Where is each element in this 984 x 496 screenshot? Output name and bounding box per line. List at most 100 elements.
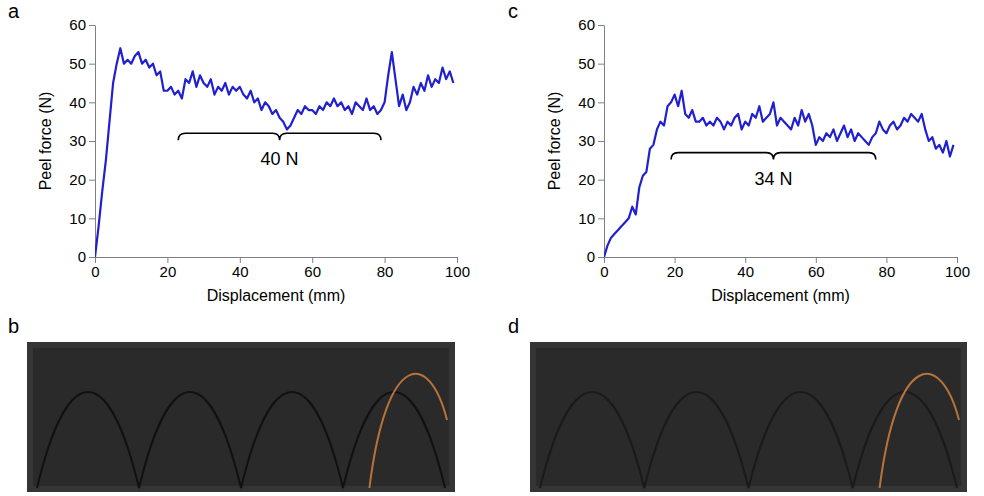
tick-label: 10 [578, 210, 595, 227]
tick: 100 [445, 257, 470, 280]
tick: 40 [69, 94, 95, 111]
tick-label: 60 [304, 263, 321, 280]
axis-line [95, 26, 96, 258]
plot-area [95, 48, 453, 257]
tick-mark [598, 180, 604, 181]
tick-label: 50 [578, 55, 595, 72]
tick-label: 30 [578, 132, 595, 149]
tick: 10 [578, 210, 604, 227]
photo-wire-copper [880, 374, 959, 488]
tick: 0 [600, 257, 608, 280]
tick-mark [89, 218, 95, 219]
tick-mark [89, 257, 95, 258]
axis-line [96, 257, 458, 258]
tick-label: 10 [69, 210, 86, 227]
tick-mark [598, 102, 604, 103]
tick-label: 80 [879, 263, 896, 280]
tick: 30 [69, 132, 95, 149]
tick-mark [89, 25, 95, 26]
panel-letter: a [8, 0, 20, 22]
x-axis-title: Displacement (mm) [711, 287, 850, 304]
tick-label: 80 [377, 263, 394, 280]
tick: 80 [879, 257, 896, 280]
tick-mark [598, 141, 604, 142]
panel-letter: d [508, 315, 519, 337]
tick-label: 60 [578, 16, 595, 33]
tick: 50 [69, 55, 95, 72]
data-line [604, 91, 953, 257]
panel-letter: b [8, 315, 19, 337]
tick: 0 [587, 248, 604, 265]
y-axis-title: Peel force (N) [546, 92, 563, 191]
y-axis: 0 10 20 30 40 50 60 [578, 16, 604, 265]
y-axis: 0 10 20 30 40 50 60 [69, 16, 95, 265]
tick: 20 [667, 257, 684, 280]
chart-panel: c 0 20 40 60 80 100 0 10 20 30 40 50 60 Displacement (… [508, 0, 970, 304]
tick-label: 30 [69, 132, 86, 149]
tick-mark [89, 102, 95, 103]
tick-mark [598, 218, 604, 219]
tick: 30 [578, 132, 604, 149]
tick-mark [598, 25, 604, 26]
tick: 40 [578, 94, 604, 111]
photo-panel: d [508, 315, 967, 492]
annotation-brace [178, 133, 381, 140]
tick-label: 50 [69, 55, 86, 72]
tick: 60 [69, 16, 95, 33]
tick-label: 60 [69, 16, 86, 33]
tick-label: 40 [69, 94, 86, 111]
tick-label: 100 [445, 263, 470, 280]
x-axis: 0 20 40 60 80 100 [91, 257, 470, 280]
x-axis: 0 20 40 60 80 100 [600, 257, 970, 280]
tick-mark [598, 257, 604, 258]
x-axis-title: Displacement (mm) [207, 287, 346, 304]
photo-wire [37, 392, 445, 488]
photo-panel: b [8, 315, 455, 492]
tick-label: 20 [578, 171, 595, 188]
tick: 100 [945, 257, 970, 280]
tick: 60 [808, 257, 825, 280]
annotation-label: 40 N [261, 149, 299, 169]
tick: 60 [578, 16, 604, 33]
tick-label: 0 [78, 248, 86, 265]
y-axis-title: Peel force (N) [37, 92, 54, 191]
tick-mark [89, 180, 95, 181]
tick-label: 0 [91, 263, 99, 280]
axis-line [605, 257, 958, 258]
tick-mark [598, 64, 604, 65]
tick-label: 40 [578, 94, 595, 111]
data-line [95, 48, 453, 257]
tick-label: 60 [808, 263, 825, 280]
tick: 10 [69, 210, 95, 227]
tick: 0 [91, 257, 99, 280]
tick: 60 [304, 257, 321, 280]
annotation-label: 34 N [754, 169, 792, 189]
tick-label: 20 [667, 263, 684, 280]
photo-wire-copper [369, 374, 447, 488]
photo-wire [540, 392, 957, 488]
tick-label: 40 [232, 263, 249, 280]
photo-inner [33, 348, 449, 486]
tick: 20 [160, 257, 177, 280]
tick-label: 100 [945, 263, 970, 280]
tick-label: 0 [600, 263, 608, 280]
tick: 40 [232, 257, 249, 280]
chart-panel: a 0 20 40 60 80 100 0 10 20 30 40 50 60 Displacement (… [8, 0, 470, 304]
tick-mark [89, 64, 95, 65]
panel-letter: c [508, 0, 518, 22]
tick-label: 20 [69, 171, 86, 188]
tick-mark [89, 141, 95, 142]
figure: a0204060801000102030405060Displacement (… [0, 0, 984, 496]
tick: 80 [377, 257, 394, 280]
annotation-brace [671, 153, 876, 160]
axis-line [604, 26, 605, 258]
tick-label: 0 [587, 248, 595, 265]
tick-label: 20 [160, 263, 177, 280]
tick: 0 [78, 248, 95, 265]
tick: 40 [737, 257, 754, 280]
tick-label: 40 [737, 263, 754, 280]
photo [530, 342, 967, 492]
tick: 20 [578, 171, 604, 188]
tick: 50 [578, 55, 604, 72]
plot-area [604, 91, 953, 257]
